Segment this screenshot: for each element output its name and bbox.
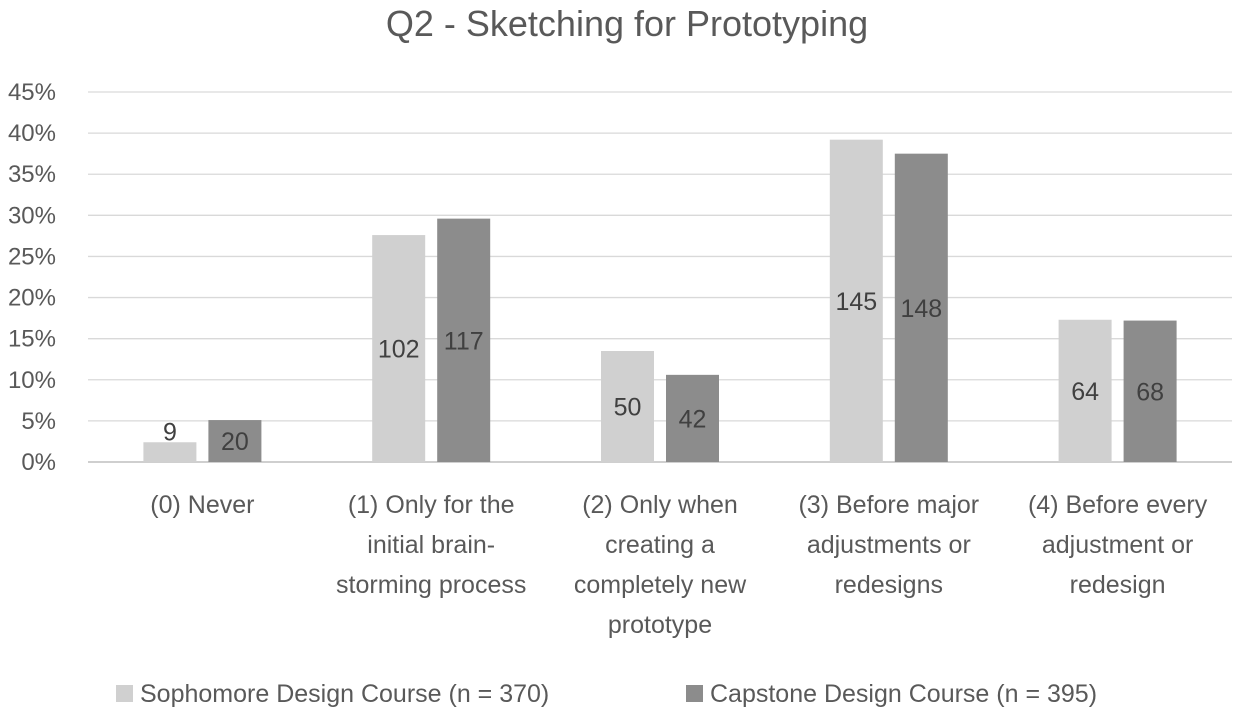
data-label: 9 xyxy=(163,418,177,446)
category-label: (3) Before major adjustments or redesigns xyxy=(798,491,979,599)
bar-sophomore-2 xyxy=(601,351,654,462)
legend-label: Capstone Design Course (n = 395) xyxy=(710,680,1097,708)
legend-swatch xyxy=(116,685,133,702)
category-label: (2) Only when creating a completely new pro… xyxy=(574,491,747,639)
category-label: (1) Only for the initial brain-storming p… xyxy=(336,491,526,599)
bars xyxy=(143,139,1177,462)
data-label: 42 xyxy=(679,405,707,433)
y-tick-label: 15% xyxy=(8,326,56,353)
y-tick-label: 45% xyxy=(8,79,56,106)
legend-swatch xyxy=(686,685,703,702)
y-tick-label: 30% xyxy=(8,202,56,229)
y-axis-tick-labels: 0% 5% 10% 15% 20% 25% 30% 35% 40% 45% xyxy=(8,79,56,476)
data-label: 145 xyxy=(835,288,877,316)
gridlines xyxy=(88,91,1232,463)
y-tick-label: 0% xyxy=(21,449,56,476)
y-tick-label: 10% xyxy=(8,367,56,394)
data-label: 50 xyxy=(614,394,642,422)
category-label: (0) Never xyxy=(150,491,254,519)
data-label: 117 xyxy=(444,327,484,355)
bar-sophomore-4 xyxy=(1058,319,1112,462)
bar-sophomore-0 xyxy=(143,442,197,462)
bar-capstone-2 xyxy=(666,374,719,462)
y-tick-label: 5% xyxy=(21,408,56,435)
legend: Sophomore Design Course (n = 370) Capston… xyxy=(116,680,1097,708)
legend-label: Sophomore Design Course (n = 370) xyxy=(140,680,549,708)
data-label: 102 xyxy=(378,336,420,364)
bar-capstone-0 xyxy=(208,420,262,462)
data-label: 148 xyxy=(900,295,942,323)
y-tick-label: 40% xyxy=(8,120,56,147)
bar-sophomore-1 xyxy=(372,235,426,462)
y-tick-label: 25% xyxy=(8,243,56,270)
data-label: 64 xyxy=(1071,378,1099,406)
bar-sophomore-3 xyxy=(829,139,883,462)
bar-capstone-1 xyxy=(437,218,491,462)
data-labels: 9 20 102 117 50 42 145 148 64 68 xyxy=(163,288,1164,456)
x-axis-category-labels: (0) Never (1) Only for the initial brain-s… xyxy=(150,491,1207,639)
category-label: (4) Before every adjustment or redesign xyxy=(1028,491,1208,599)
data-label: 68 xyxy=(1136,378,1164,406)
bar-capstone-3 xyxy=(894,153,948,462)
data-label: 20 xyxy=(221,428,249,456)
y-tick-label: 35% xyxy=(8,161,56,188)
y-tick-label: 20% xyxy=(8,285,56,312)
chart-title: Q2 - Sketching for Prototyping xyxy=(386,3,868,44)
bar-capstone-4 xyxy=(1123,320,1177,462)
